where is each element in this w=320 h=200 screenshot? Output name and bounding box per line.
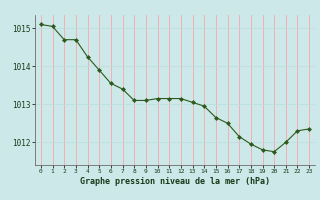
X-axis label: Graphe pression niveau de la mer (hPa): Graphe pression niveau de la mer (hPa) (80, 177, 270, 186)
